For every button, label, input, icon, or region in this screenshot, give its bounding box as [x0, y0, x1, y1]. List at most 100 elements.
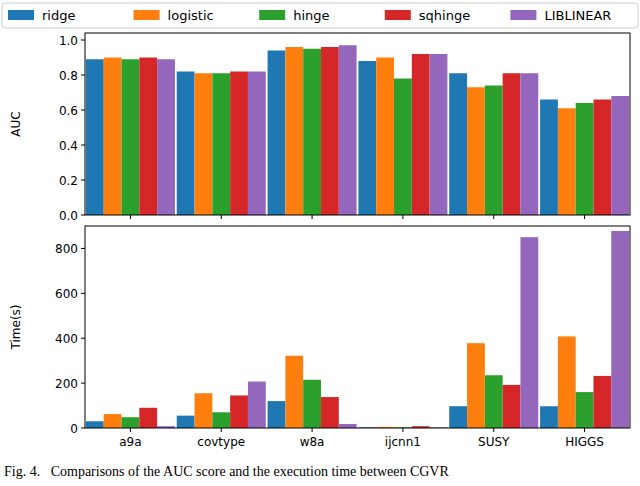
- bar: [230, 72, 248, 216]
- bars: [86, 45, 629, 215]
- y-tick-label: 600: [55, 287, 78, 301]
- bar: [285, 356, 303, 428]
- bar: [268, 401, 286, 428]
- y-tick-label: 0.0: [59, 209, 78, 223]
- bar: [412, 54, 430, 215]
- bar: [248, 72, 266, 216]
- legend-swatch: [510, 10, 536, 20]
- bar: [394, 79, 412, 216]
- x-tick: [584, 428, 585, 432]
- bar: [104, 58, 122, 216]
- y-tick-label: 200: [55, 377, 78, 391]
- bar: [157, 59, 175, 215]
- legend-label: ridge: [42, 8, 75, 23]
- bar: [503, 73, 521, 215]
- bar: [122, 417, 140, 428]
- y-tick: [81, 75, 85, 76]
- x-tick: [312, 428, 313, 432]
- bar: [611, 231, 629, 428]
- y-tick-label: 400: [55, 332, 78, 346]
- bar: [540, 406, 558, 428]
- bar: [339, 424, 357, 428]
- legend-swatch: [134, 10, 160, 20]
- y-tick: [81, 248, 85, 249]
- bar: [449, 406, 467, 428]
- caption: Fig. 4. Comparisons of the AUC score and…: [4, 464, 449, 479]
- bar: [558, 336, 576, 428]
- x-tick: [402, 215, 403, 219]
- bar: [593, 376, 611, 428]
- bar: [139, 58, 157, 216]
- x-tick-label: a9a: [119, 435, 141, 449]
- x-tick: [130, 428, 131, 432]
- bar: [430, 54, 448, 215]
- bar: [611, 96, 629, 215]
- axes-frame: [85, 33, 630, 215]
- legend-swatch: [259, 10, 285, 20]
- y-tick: [81, 338, 85, 339]
- x-tick: [312, 215, 313, 219]
- bar: [467, 87, 485, 215]
- y-tick: [81, 145, 85, 146]
- y-tick: [81, 293, 85, 294]
- bar: [593, 100, 611, 216]
- x-tick: [221, 215, 222, 219]
- bar: [321, 47, 339, 215]
- legend: ridgelogistichingesqhingeLIBLINEAR: [2, 3, 638, 28]
- bar: [576, 103, 594, 215]
- legend-frame: [2, 3, 638, 28]
- bar: [358, 61, 376, 215]
- bar: [268, 51, 286, 216]
- bar: [86, 59, 104, 215]
- bar: [576, 392, 594, 428]
- bar: [540, 100, 558, 216]
- bar: [139, 408, 157, 428]
- bar: [195, 73, 213, 215]
- bar: [122, 59, 140, 215]
- x-tick-label: HIGGS: [565, 435, 604, 449]
- y-tick-label: 800: [55, 242, 78, 256]
- x-tick-label: SUSY: [478, 435, 510, 449]
- bar: [339, 45, 357, 215]
- y-tick-label: 0: [70, 422, 78, 436]
- bar: [195, 393, 213, 428]
- bar: [520, 73, 538, 215]
- bar: [303, 49, 321, 215]
- y-tick-label: 1.0: [59, 34, 78, 48]
- x-tick: [130, 215, 131, 219]
- y-tick-label: 0.2: [59, 174, 78, 188]
- y-axis-label: Time(s): [9, 305, 23, 351]
- y-tick-label: 0.4: [59, 139, 78, 153]
- legend-label: hinge: [293, 8, 329, 23]
- bar: [285, 47, 303, 215]
- x-tick: [584, 215, 585, 219]
- y-tick-label: 0.8: [59, 69, 78, 83]
- legend-label: LIBLINEAR: [544, 8, 611, 23]
- bar: [177, 72, 195, 216]
- bar: [86, 421, 104, 428]
- bar: [503, 385, 521, 428]
- legend-swatch: [8, 10, 34, 20]
- bar: [449, 73, 467, 215]
- bars: [86, 231, 629, 428]
- legend-swatch: [385, 10, 411, 20]
- bar: [212, 412, 230, 428]
- y-tick: [81, 180, 85, 181]
- y-tick: [81, 428, 85, 429]
- x-tick: [493, 428, 494, 432]
- bar: [321, 397, 339, 428]
- figure: 0.00.20.40.60.81.0AUCridgelogistichinges…: [0, 0, 640, 486]
- y-tick-label: 0.6: [59, 104, 78, 118]
- x-tick-label: w8a: [300, 435, 325, 449]
- bar: [303, 380, 321, 428]
- x-tick: [402, 428, 403, 432]
- bar: [248, 382, 266, 428]
- y-tick: [81, 215, 85, 216]
- x-tick: [221, 428, 222, 432]
- bar: [485, 86, 503, 216]
- bar: [467, 343, 485, 428]
- chart-0: 0.00.20.40.60.81.0AUCridgelogistichinges…: [2, 3, 638, 223]
- x-tick: [493, 215, 494, 219]
- bar: [376, 58, 394, 216]
- y-tick: [81, 383, 85, 384]
